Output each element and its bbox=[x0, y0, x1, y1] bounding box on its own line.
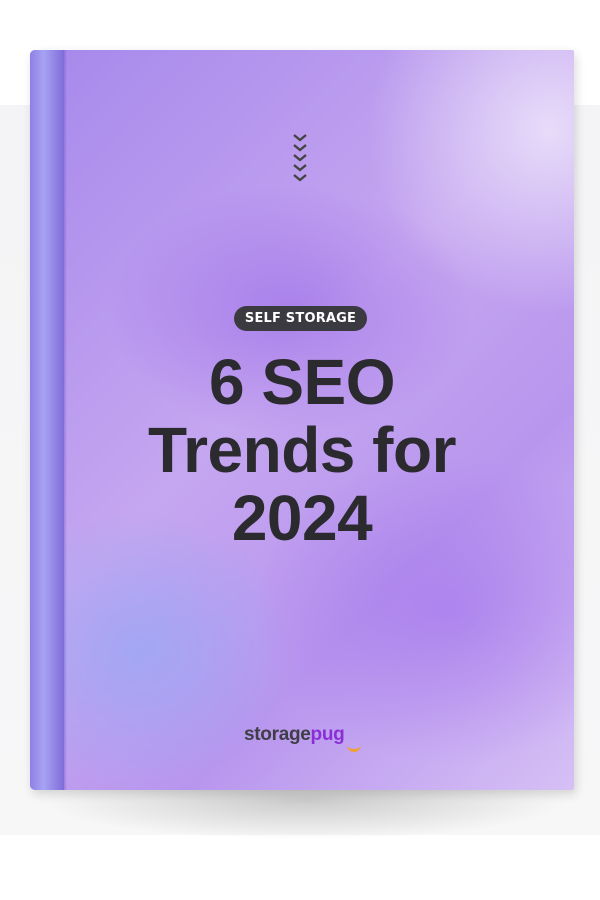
spine-crease bbox=[64, 50, 67, 790]
title-line: Trends for bbox=[148, 414, 456, 486]
book-cover: SELF STORAGE 6 SEO Trends for 2024 stora… bbox=[30, 50, 574, 790]
logo-smile-icon bbox=[347, 744, 361, 752]
cover-title: 6 SEO Trends for 2024 bbox=[30, 348, 574, 552]
title-line: 2024 bbox=[231, 482, 373, 554]
book-spine bbox=[30, 50, 64, 790]
category-badge: SELF STORAGE bbox=[234, 306, 367, 331]
chevrons-down-icon bbox=[292, 133, 312, 183]
title-line: 6 SEO bbox=[208, 346, 396, 418]
storagepug-logo: storagepug bbox=[244, 724, 361, 752]
